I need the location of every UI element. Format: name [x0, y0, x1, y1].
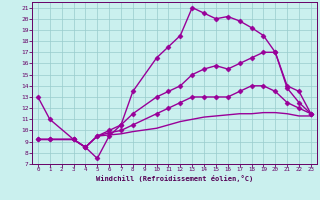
X-axis label: Windchill (Refroidissement éolien,°C): Windchill (Refroidissement éolien,°C)	[96, 175, 253, 182]
